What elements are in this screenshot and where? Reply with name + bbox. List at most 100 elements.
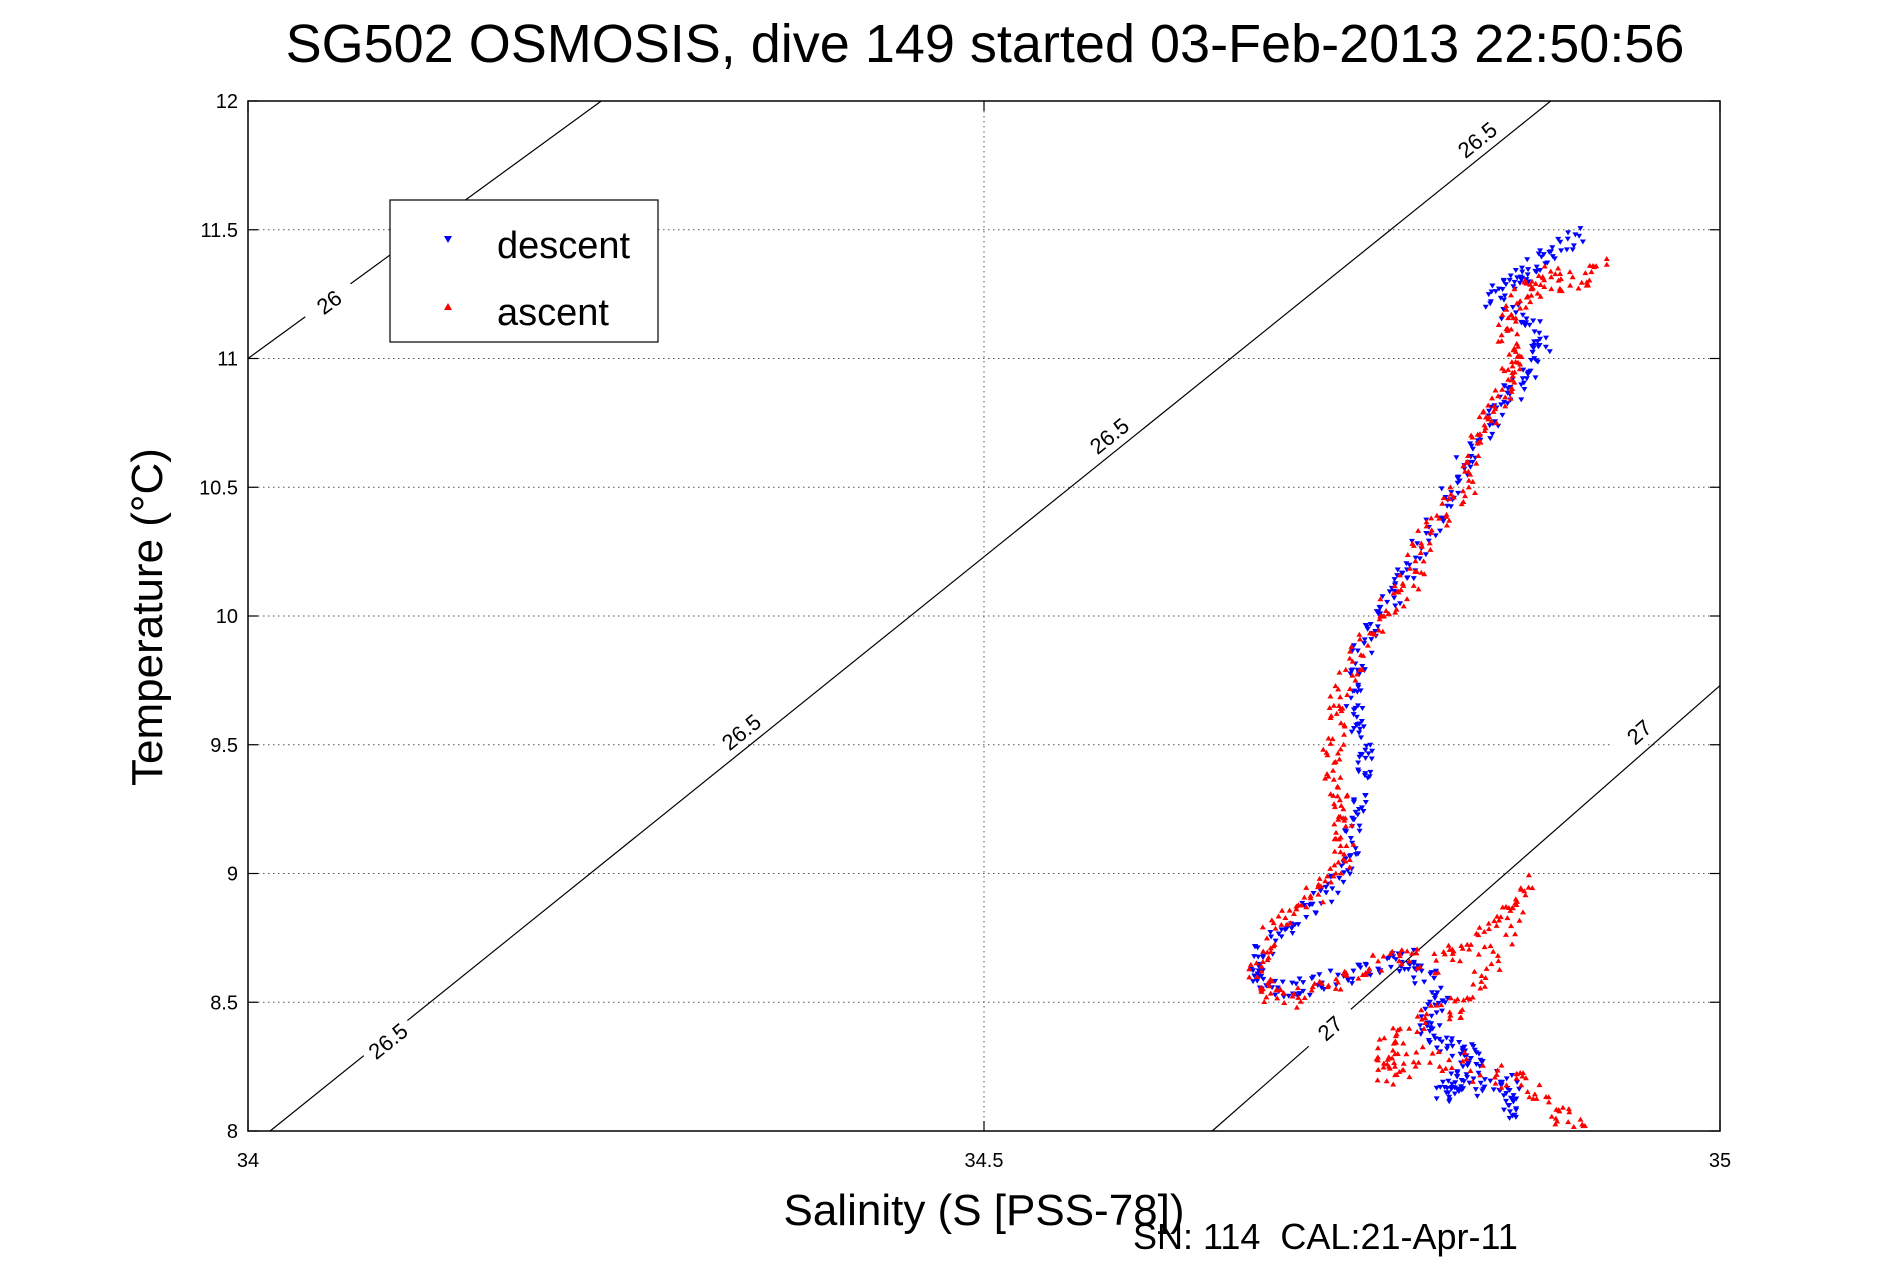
point-ascent-568 [1446, 1057, 1453, 1063]
point-ascent-164 [1427, 529, 1434, 535]
point-ascent-341 [1260, 948, 1267, 954]
point-ascent-393 [1341, 968, 1348, 974]
point-ascent-225 [1336, 669, 1343, 675]
point-ascent-492 [1454, 996, 1461, 1002]
point-descent-59 [1501, 293, 1508, 299]
point-ascent-0 [1603, 261, 1610, 267]
point-descent-41 [1506, 277, 1513, 283]
point-ascent-230 [1346, 686, 1353, 692]
point-descent-559 [1458, 1078, 1465, 1084]
point-descent-362 [1250, 968, 1257, 974]
point-descent-340 [1289, 931, 1296, 937]
point-ascent-541 [1374, 1077, 1381, 1083]
point-ascent-571 [1463, 1056, 1470, 1062]
point-ascent-470 [1508, 923, 1515, 929]
point-ascent-614 [1570, 1124, 1577, 1130]
point-ascent-422 [1435, 969, 1442, 975]
point-ascent-140 [1462, 468, 1469, 474]
point-ascent-135 [1465, 453, 1472, 459]
point-ascent-379 [1297, 998, 1304, 1004]
point-ascent-337 [1267, 948, 1274, 954]
point-ascent-569 [1467, 1067, 1474, 1073]
point-descent-281 [1362, 800, 1369, 806]
point-ascent-213 [1357, 652, 1364, 658]
point-descent-558 [1456, 1087, 1463, 1093]
point-descent-243 [1359, 706, 1366, 712]
point-descent-214 [1372, 629, 1379, 635]
point-ascent-378 [1311, 980, 1318, 986]
point-ascent-147 [1450, 494, 1457, 500]
point-descent-191 [1404, 575, 1411, 581]
point-descent-205 [1376, 605, 1383, 611]
point-descent-117 [1499, 412, 1506, 418]
point-ascent-86 [1517, 361, 1524, 367]
point-ascent-209 [1356, 631, 1363, 637]
point-descent-467 [1426, 999, 1433, 1005]
point-descent-0 [1579, 239, 1586, 245]
point-ascent-421 [1433, 957, 1440, 963]
point-ascent-603 [1565, 1119, 1572, 1125]
point-descent-552 [1448, 1085, 1455, 1091]
point-ascent-56 [1503, 302, 1510, 308]
point-descent-568 [1481, 1084, 1488, 1090]
point-ascent-599 [1548, 1113, 1555, 1119]
point-ascent-176 [1404, 552, 1411, 558]
point-descent-178 [1416, 556, 1423, 562]
point-descent-342 [1272, 938, 1279, 944]
point-ascent-539 [1375, 1066, 1382, 1072]
point-ascent-122 [1488, 418, 1495, 424]
point-descent-573 [1508, 1072, 1515, 1078]
point-ascent-538 [1380, 1064, 1387, 1070]
point-descent-554 [1451, 1091, 1458, 1097]
point-ascent-94 [1509, 370, 1516, 376]
point-descent-330 [1309, 901, 1316, 907]
point-ascent-103 [1508, 388, 1515, 394]
point-ascent-399 [1362, 970, 1369, 976]
point-descent-494 [1448, 1039, 1455, 1045]
point-ascent-410 [1389, 948, 1396, 954]
point-ascent-486 [1478, 972, 1485, 978]
point-ascent-32 [1540, 275, 1547, 281]
point-ascent-407 [1396, 958, 1403, 964]
point-ascent-553 [1406, 1074, 1413, 1080]
point-ascent-550 [1400, 1060, 1407, 1066]
point-ascent-374 [1289, 993, 1296, 999]
point-descent-450 [1433, 968, 1440, 974]
point-descent-505 [1468, 1042, 1475, 1048]
point-ascent-577 [1498, 1062, 1505, 1068]
point-descent-72 [1521, 320, 1528, 326]
point-descent-220 [1368, 650, 1375, 656]
point-ascent-50 [1527, 299, 1534, 305]
point-ascent-478 [1488, 961, 1495, 967]
point-ascent-384 [1324, 984, 1331, 990]
point-ascent-251 [1320, 746, 1327, 752]
point-ascent-180 [1418, 569, 1425, 575]
point-descent-94 [1533, 358, 1540, 364]
point-descent-540 [1439, 1079, 1446, 1085]
point-descent-548 [1443, 1090, 1450, 1096]
point-ascent-191 [1400, 582, 1407, 588]
point-ascent-25 [1555, 277, 1562, 283]
point-descent-1 [1577, 226, 1584, 232]
point-ascent-186 [1396, 572, 1403, 578]
point-ascent-78 [1506, 351, 1513, 357]
point-descent-177 [1414, 541, 1421, 547]
point-ascent-499 [1438, 1002, 1445, 1008]
point-descent-477 [1424, 1023, 1431, 1029]
point-descent-337 [1291, 922, 1298, 928]
point-descent-580 [1514, 1080, 1521, 1086]
point-ascent-477 [1495, 958, 1502, 964]
point-ascent-146 [1459, 488, 1466, 494]
isopycnal-label-bg-3 [1078, 407, 1140, 465]
point-ascent-284 [1333, 829, 1340, 835]
point-ascent-249 [1335, 750, 1342, 756]
point-ascent-155 [1436, 515, 1443, 521]
point-ascent-436 [1466, 946, 1473, 952]
point-descent-577 [1503, 1076, 1510, 1082]
point-descent-333 [1303, 914, 1310, 920]
point-ascent-99 [1508, 377, 1515, 383]
point-descent-359 [1255, 968, 1262, 974]
point-ascent-14 [1575, 285, 1582, 291]
isopycnal-label-bg-2 [710, 703, 772, 761]
point-ascent-418 [1408, 950, 1415, 956]
